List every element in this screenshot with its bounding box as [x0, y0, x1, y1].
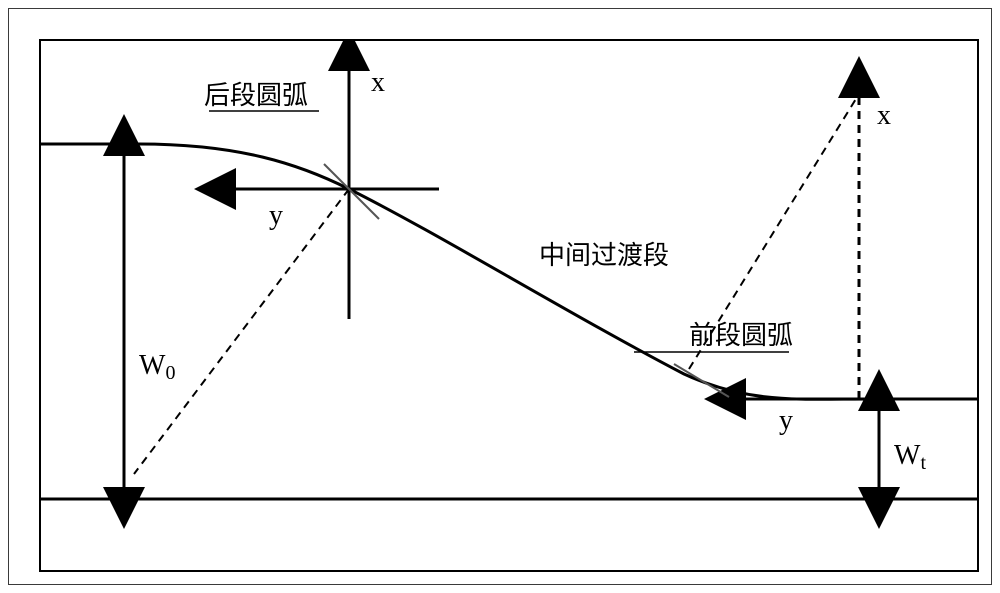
front_arc-label: 前段圆弧: [689, 321, 793, 350]
w0-label: W0: [139, 350, 175, 384]
dashed-left: [134, 189, 349, 474]
rear_arc-label: 后段圆弧: [204, 81, 308, 110]
y_left-label: y: [269, 200, 283, 231]
tangent-left: [324, 164, 379, 219]
y_right-label: y: [779, 405, 793, 436]
x_left-label: x: [371, 67, 385, 98]
tangent-right: [674, 364, 729, 397]
middle-label: 中间过渡段: [539, 241, 669, 270]
inner-frame: 后段圆弧前段圆弧 中间过渡段 x y x y W0 Wt: [39, 39, 979, 572]
x_right-label: x: [877, 100, 891, 131]
wt-label: Wt: [894, 440, 926, 474]
outer-frame: 后段圆弧前段圆弧 中间过渡段 x y x y W0 Wt: [8, 8, 992, 585]
transition-curve: [139, 144, 869, 399]
diagram-canvas: 后段圆弧前段圆弧 中间过渡段 x y x y W0 Wt: [41, 41, 977, 570]
